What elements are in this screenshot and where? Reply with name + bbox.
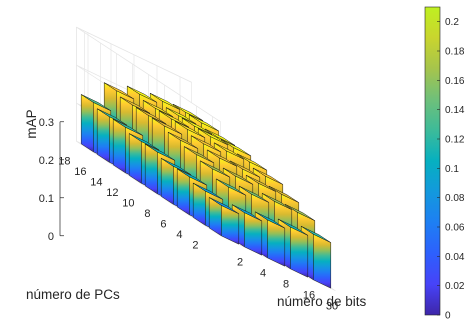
bar-top-face (230, 160, 260, 178)
bar-top-face (127, 85, 157, 103)
bar-top-face (239, 185, 269, 203)
x-tick-label: 16 (303, 289, 315, 301)
bar-top-face (173, 104, 203, 121)
bar-top-face (175, 121, 205, 138)
bar-top-face (246, 175, 276, 192)
bar-top-face (177, 168, 207, 186)
z-axis-label: mAP (24, 109, 39, 138)
bar-top-face (161, 158, 191, 175)
colorbar-tick-label: 0.06 (445, 223, 465, 234)
y-axis-label: número de PCs (26, 287, 120, 302)
colorbar-gradient (424, 6, 441, 316)
bar-top-face (221, 139, 251, 157)
bar-top-face (209, 197, 239, 214)
bars (80, 82, 332, 289)
z-gridline (76, 26, 221, 123)
colorbar-tick-label: 0.08 (445, 193, 465, 204)
y-tick-label: 2 (192, 240, 198, 252)
bar-side-face (144, 143, 158, 195)
colorbar-tick-label: 0.2 (445, 17, 459, 28)
bar-top-face (198, 128, 228, 146)
bar-top-face (189, 114, 219, 132)
bar-front-face (313, 233, 332, 289)
bar-top-face (301, 226, 331, 243)
x-tick-label: 30 (326, 300, 338, 312)
y-tick-label: 4 (176, 229, 182, 241)
y-tick-label: 16 (74, 166, 86, 178)
bar-top-face (214, 142, 244, 160)
bar-top-face (253, 167, 283, 185)
bar-top-face (143, 100, 173, 117)
bar-top-face (182, 117, 212, 135)
colorbar-tick-label: 0.12 (445, 135, 465, 146)
x-tick-label: 8 (283, 278, 289, 290)
bar-top-face (191, 135, 221, 153)
bar-top-face (150, 93, 180, 110)
x-axis-label: número de bits (277, 294, 367, 309)
bar-top-face (104, 82, 134, 100)
colorbar-tick-label: 0.18 (445, 47, 465, 58)
bar-top-face (152, 117, 182, 135)
colorbar-tick-label: 0.04 (445, 252, 465, 263)
bar-top-face (232, 204, 262, 222)
bar-front-face (290, 226, 309, 278)
y-tick-label: 6 (160, 219, 166, 231)
bar-top-face (193, 182, 223, 200)
bar-top-face (168, 132, 198, 149)
bar-side-face (80, 93, 94, 153)
z-tick-label: 0.1 (39, 193, 54, 205)
bar-top-face (184, 146, 214, 164)
colorbar-tick-label: 0.1 (445, 164, 459, 175)
bar-top-face (223, 167, 253, 185)
bar-top-face (81, 94, 111, 111)
bar-top-face (97, 108, 127, 126)
y-tick-label: 10 (122, 198, 134, 210)
y-tick-label: 8 (144, 208, 150, 220)
colorbar-tick-label: 0 (445, 311, 451, 322)
z-tick-label: 0 (48, 231, 54, 243)
bar-top-face (216, 178, 246, 196)
bar-top-face (159, 110, 189, 128)
bar-top-face (255, 211, 285, 229)
colorbar-tick-label: 0.02 (445, 281, 465, 292)
bar-side-face (128, 133, 142, 184)
x-tick-label: 2 (237, 256, 243, 268)
bar-top-face (129, 133, 159, 151)
colorbar-tick-label: 0.16 (445, 76, 465, 87)
bar-side-face (96, 108, 110, 163)
bar-top-face (205, 128, 235, 146)
bar-top-face (166, 107, 196, 125)
x-tick-label: 4 (260, 267, 266, 279)
bar-top-face (200, 160, 230, 178)
bar-top-face (285, 204, 315, 221)
colorbar: 0 0.02 0.04 0.06 0.08 0.1 0.12 0.14 0.16 0.18 0.2 (424, 6, 465, 322)
colorbar-tick-label: 0.14 (445, 105, 465, 116)
bar-top-face (207, 149, 237, 167)
bar-top-face (113, 119, 143, 136)
y-tick-label: 18 (58, 156, 70, 168)
bar (208, 196, 240, 245)
y-tick-label: 14 (90, 177, 102, 189)
bar-top-face (278, 218, 308, 236)
z-tick-label: 0.2 (39, 155, 54, 167)
y-tick-label: 12 (106, 187, 118, 199)
bar-top-face (145, 143, 175, 161)
z-tick-label: 0.3 (39, 117, 54, 129)
bar-top-face (136, 107, 166, 124)
bar-top-face (120, 96, 150, 114)
bar-top-face (237, 153, 267, 171)
bar-side-face (112, 118, 126, 174)
bar-top-face (262, 193, 292, 210)
bar-top-face (269, 186, 299, 203)
